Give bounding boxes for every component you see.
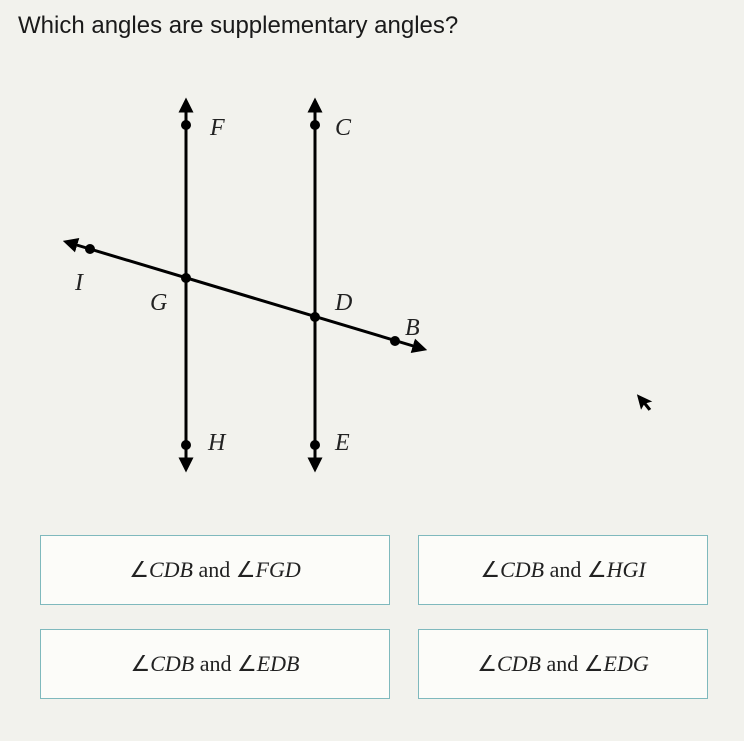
label-E: E: [334, 430, 350, 456]
cursor-icon: [634, 388, 659, 422]
option-1[interactable]: ∠CDB and ∠FGD: [40, 535, 390, 605]
label-I: I: [74, 270, 84, 296]
geometry-diagram: F C I G D B H E: [60, 85, 480, 485]
line-IB: [70, 243, 420, 348]
answer-options: ∠CDB and ∠FGD ∠CDB and ∠HGI ∠CDB and ∠ED…: [40, 535, 714, 699]
option-2[interactable]: ∠CDB and ∠HGI: [418, 535, 708, 605]
label-H: H: [207, 430, 227, 456]
label-B: B: [405, 315, 420, 341]
point-B: [390, 336, 400, 346]
point-F: [181, 120, 191, 130]
point-D: [310, 312, 320, 322]
label-G: G: [150, 290, 167, 316]
label-F: F: [209, 115, 225, 141]
option-3-text: ∠CDB and ∠EDB: [131, 651, 300, 677]
label-D: D: [334, 290, 352, 316]
option-1-text: ∠CDB and ∠FGD: [129, 557, 300, 583]
point-H: [181, 440, 191, 450]
label-C: C: [335, 115, 352, 141]
point-E: [310, 440, 320, 450]
option-3[interactable]: ∠CDB and ∠EDB: [40, 629, 390, 699]
point-G: [181, 273, 191, 283]
option-4-text: ∠CDB and ∠EDG: [477, 651, 648, 677]
point-C: [310, 120, 320, 130]
option-4[interactable]: ∠CDB and ∠EDG: [418, 629, 708, 699]
point-I: [85, 244, 95, 254]
question-text: Which angles are supplementary angles?: [18, 12, 458, 40]
option-2-text: ∠CDB and ∠HGI: [480, 557, 645, 583]
